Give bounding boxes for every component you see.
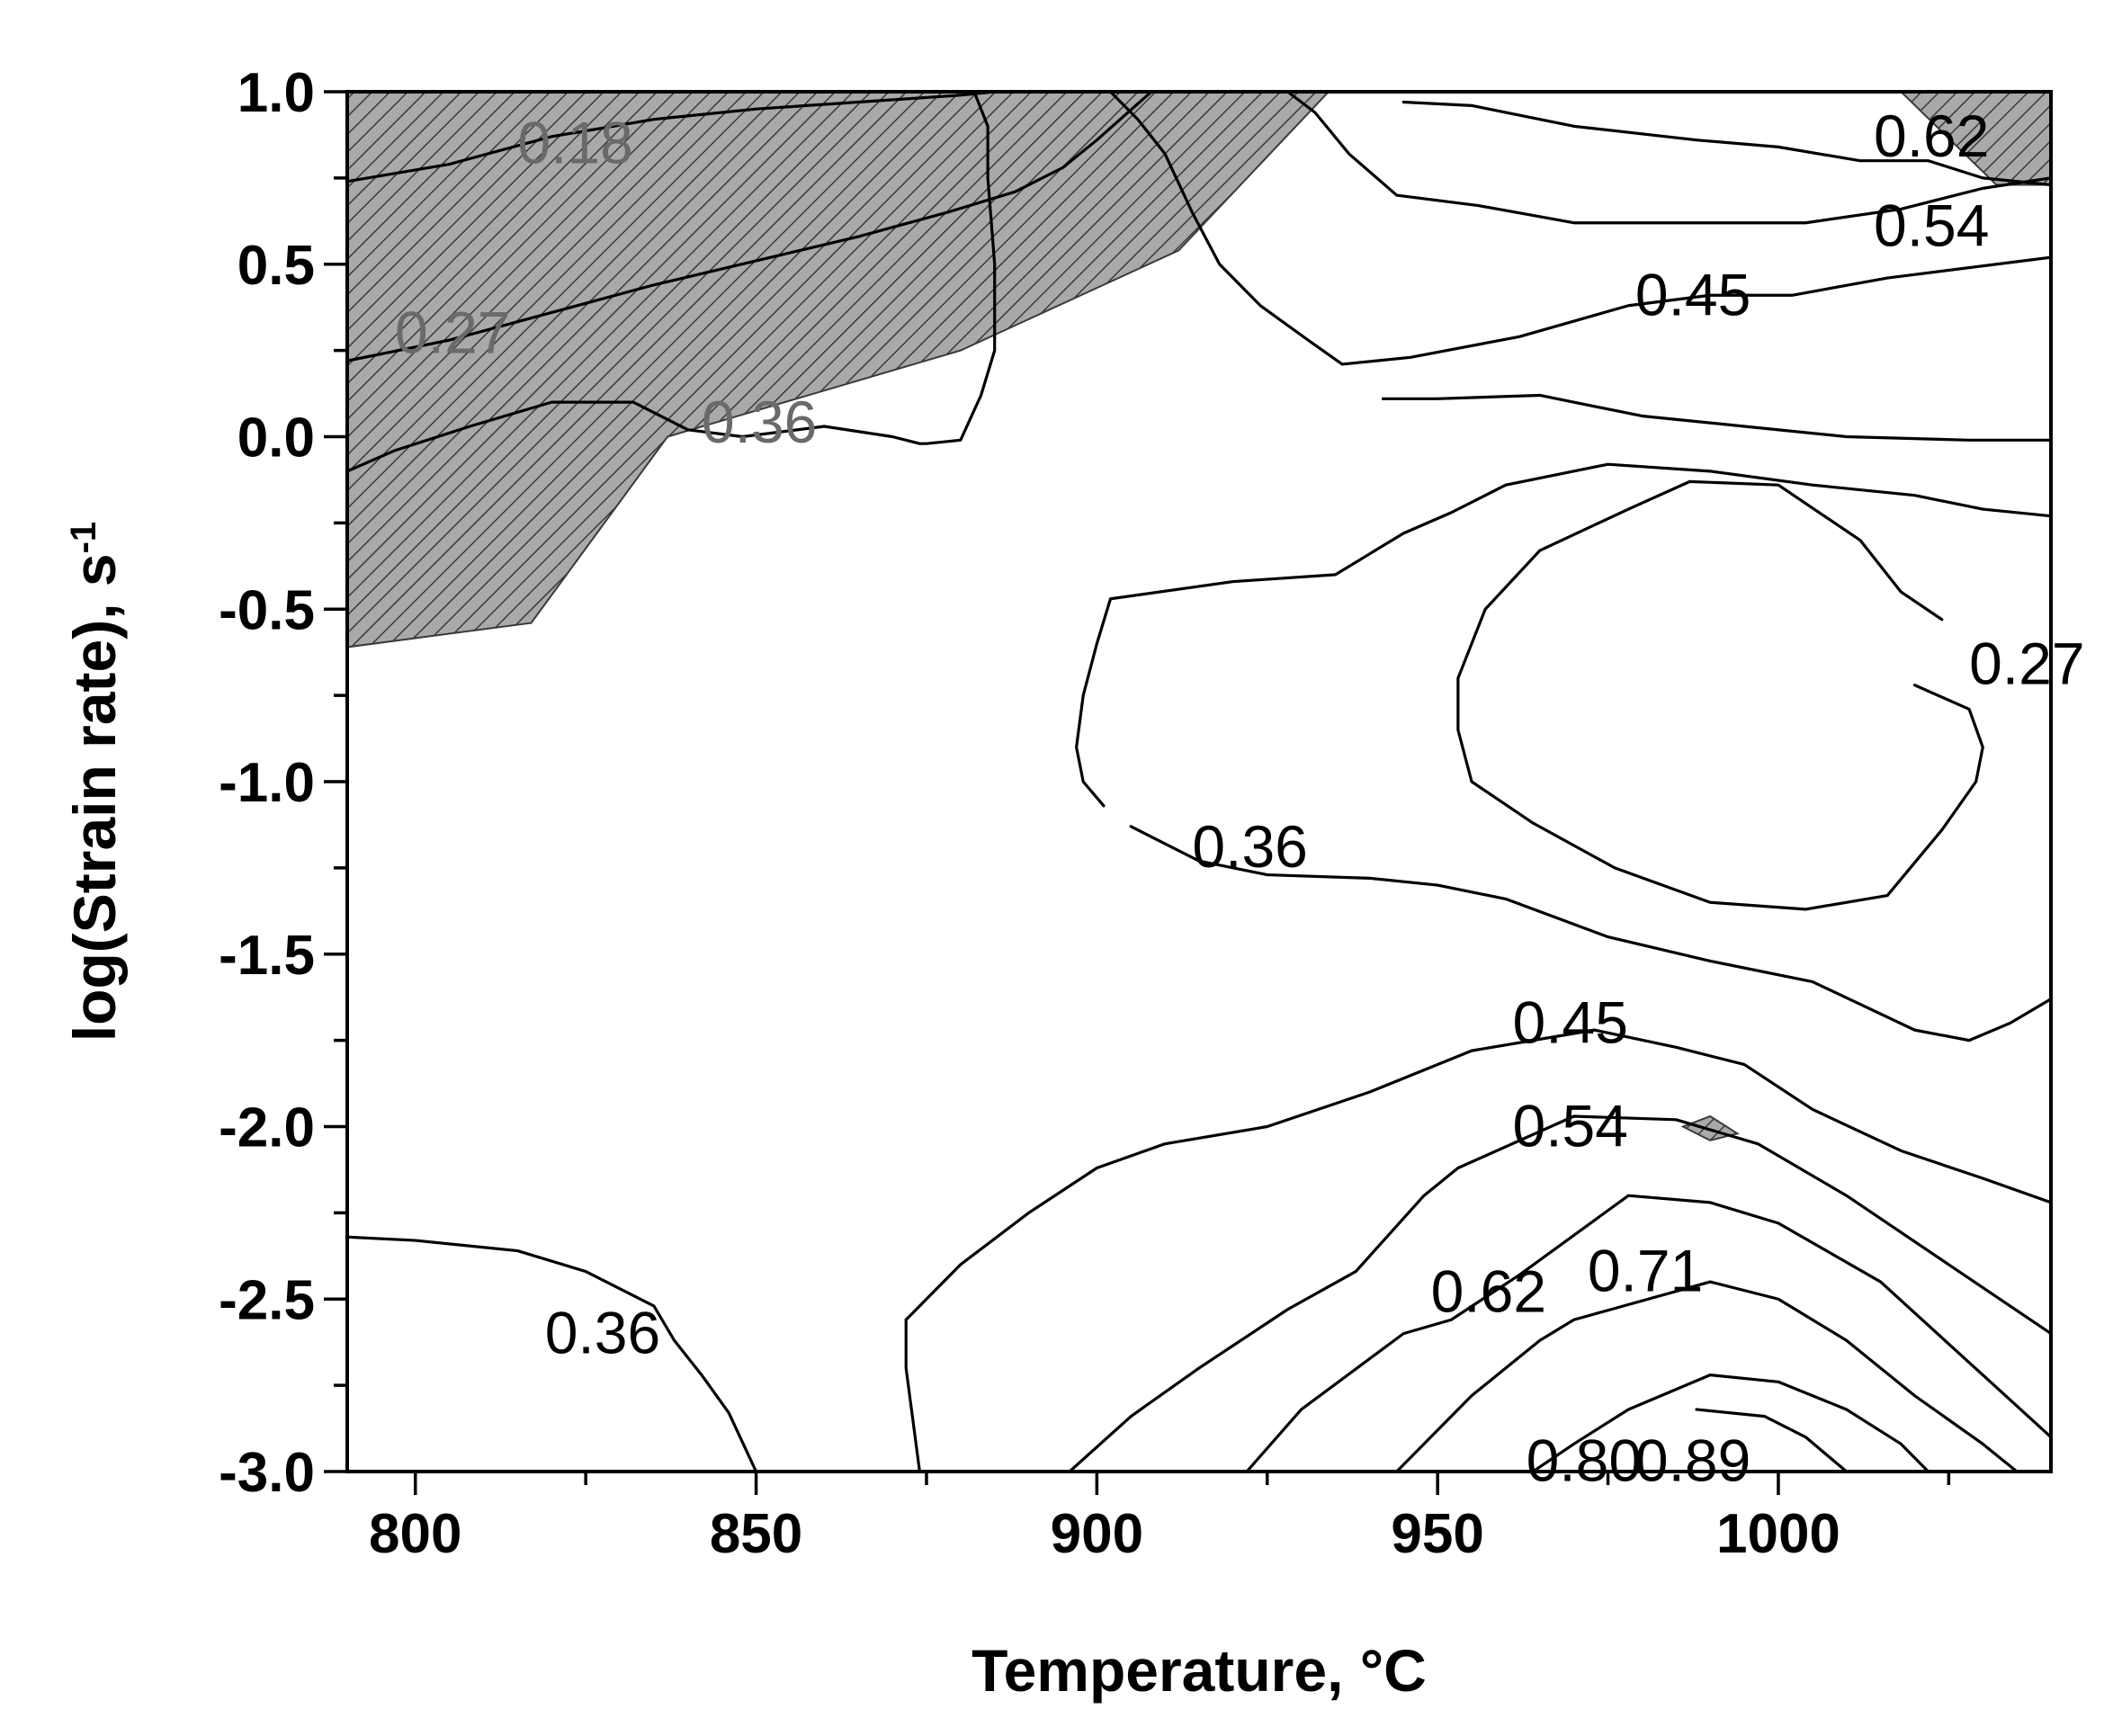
y-tick-label: 0.0 [237, 407, 315, 470]
contour-line [1381, 393, 2051, 442]
contour-label: 0.54 [1512, 1093, 1627, 1159]
y-tick-label: -0.5 [219, 579, 315, 641]
x-tick-label: 900 [1051, 1503, 1143, 1565]
contour-label: 0.45 [1635, 261, 1750, 327]
y-tick-label: -1.5 [219, 925, 315, 987]
contour-label: 0.36 [702, 389, 817, 455]
y-tick-label: 0.5 [237, 235, 315, 297]
contour-label: 0.36 [1192, 813, 1307, 880]
x-tick-label: 1000 [1716, 1503, 1840, 1565]
contour-line [904, 1318, 921, 1472]
contour-line [347, 92, 997, 473]
y-tick-labels: 1.0 0.5 0.0 -0.5 -1.0 -1.5 -2.0 -2.5 -3.0 [219, 62, 315, 1504]
contour-labels: 0.18 0.27 0.36 0.62 0.54 0.45 0.27 0.36 0.45 0.54… [395, 103, 2085, 1494]
y-tick-label: -1.0 [219, 752, 315, 814]
contour-label: 0.54 [1874, 192, 1989, 259]
instability-region [1899, 92, 2051, 186]
contour-line [1395, 1280, 2019, 1472]
contour-line [904, 1028, 2051, 1321]
contour-label: 0.71 [1588, 1238, 1703, 1304]
contour-label: 0.89 [1635, 1427, 1750, 1493]
x-tick-label: 800 [369, 1503, 461, 1565]
axis-ticks [324, 90, 1951, 1495]
instability-region [347, 92, 1330, 649]
contour-label: 0.27 [1969, 631, 2084, 697]
y-axis-title: log(Strain rate), s-1 [61, 522, 128, 1042]
contour-line [1531, 1374, 1930, 1472]
contour-label: 0.80 [1527, 1427, 1642, 1493]
contour-line [1068, 1114, 2051, 1472]
contour-label: 0.36 [545, 1300, 660, 1366]
contour-line [1245, 1194, 2051, 1472]
x-tick-label: 950 [1391, 1503, 1483, 1565]
y-axis-title-main: log(Strain rate), s [61, 553, 128, 1042]
contour-line [1108, 92, 2051, 366]
y-tick-label: -2.5 [219, 1269, 315, 1331]
contour-line [1456, 479, 1984, 911]
y-tick-label: -3.0 [219, 1442, 315, 1504]
instability-regions [347, 92, 2051, 1141]
contour-line [1129, 825, 2051, 1042]
contour-label: 0.18 [517, 110, 632, 176]
contour-label: 0.62 [1431, 1258, 1546, 1325]
contour-lines [347, 92, 2051, 1472]
contour-line [1401, 100, 2051, 187]
contour-line [1695, 1408, 1849, 1472]
y-axis-title-superscript: -1 [64, 522, 103, 554]
x-axis-title: Temperature, °C [971, 1637, 1427, 1704]
contour-label: 0.62 [1874, 103, 1989, 169]
contour-line [347, 92, 1153, 362]
contour-line [347, 92, 997, 183]
x-tick-labels: 800 850 900 950 1000 [369, 1503, 1840, 1565]
contour-line [1285, 92, 2051, 225]
x-tick-label: 850 [710, 1503, 802, 1565]
y-tick-label: 1.0 [237, 62, 315, 124]
contour-label: 0.27 [395, 299, 510, 365]
contour-label: 0.45 [1512, 989, 1627, 1055]
contour-line [1075, 462, 2051, 808]
contour-line [347, 1235, 758, 1472]
y-tick-label: -2.0 [219, 1097, 315, 1159]
